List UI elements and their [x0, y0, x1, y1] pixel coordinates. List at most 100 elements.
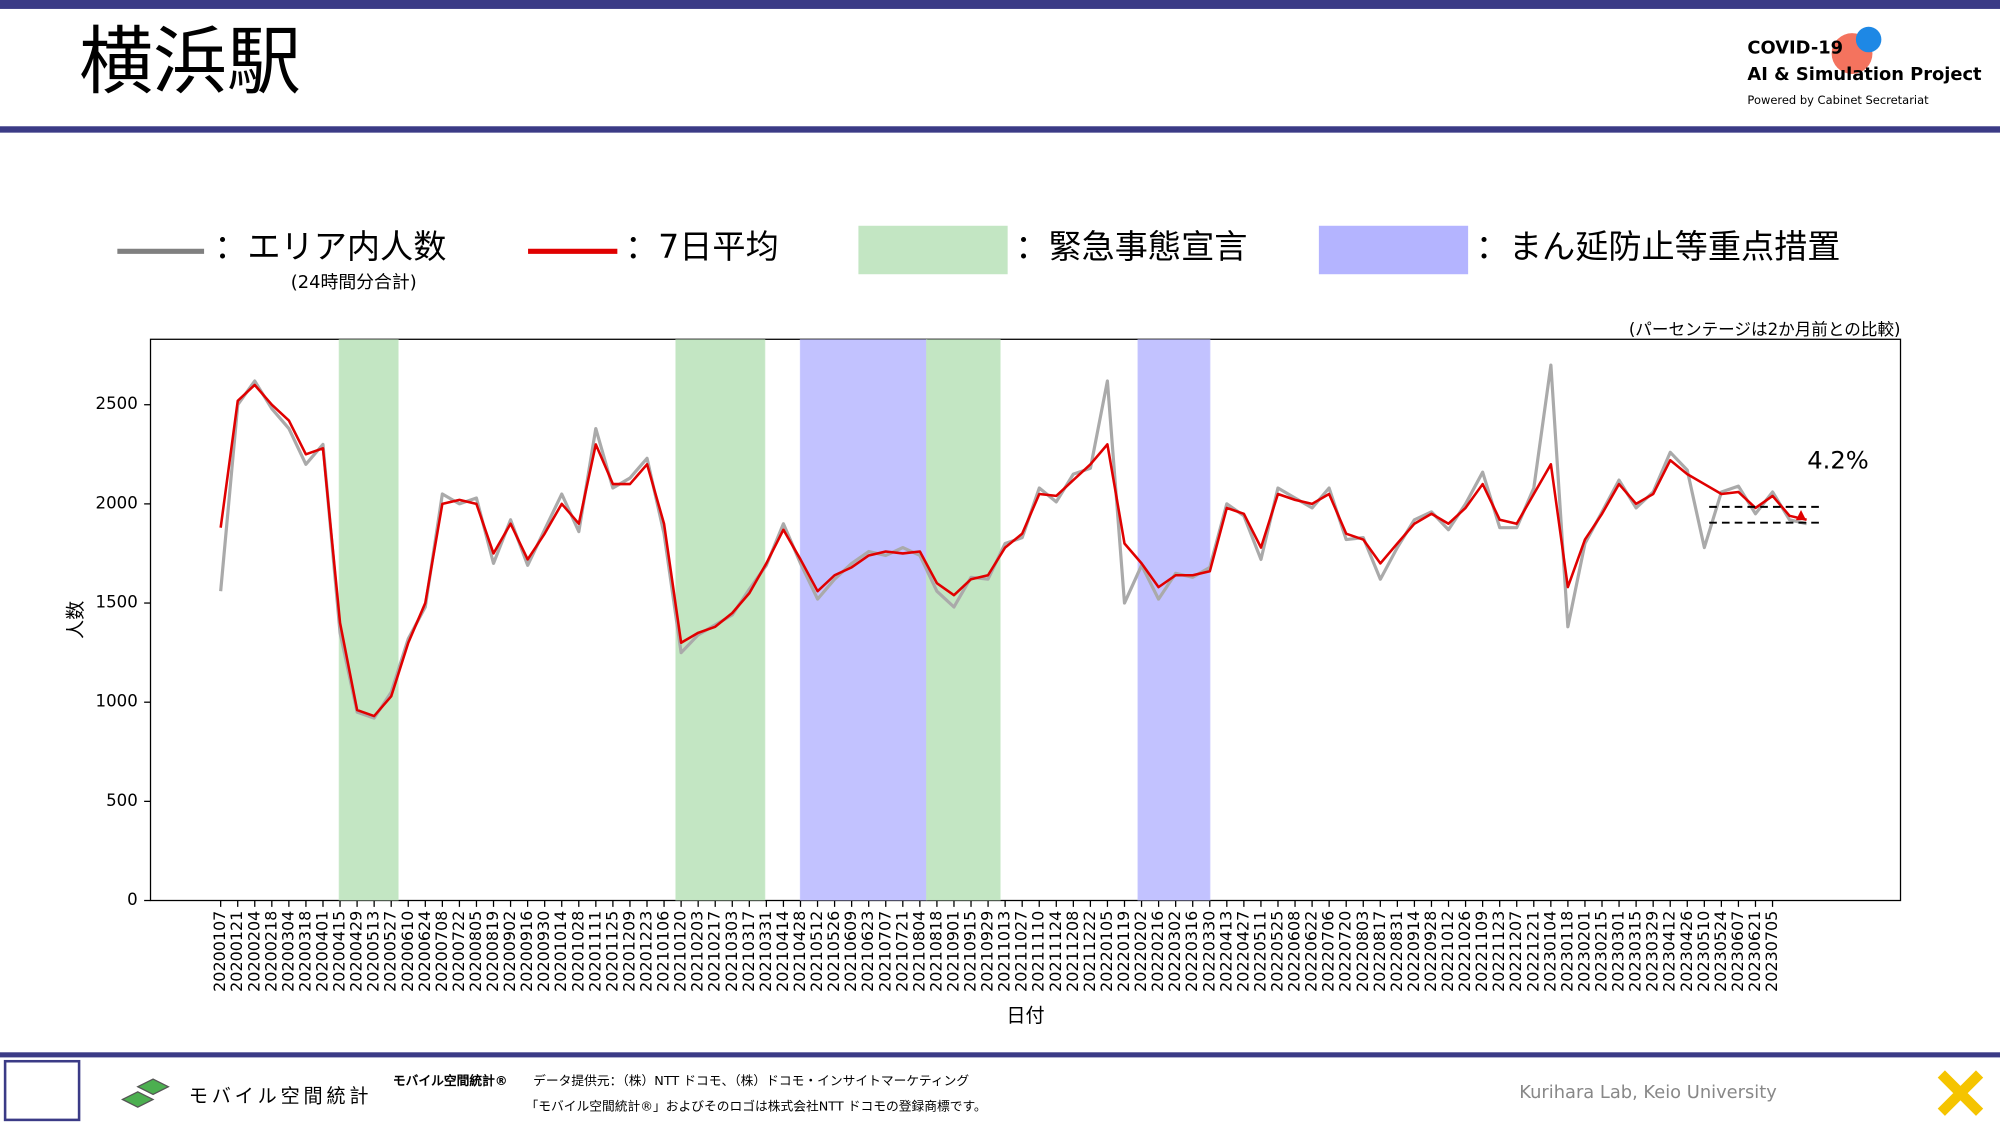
x-tick-label: 20220202 — [1131, 911, 1150, 992]
x-tick-label: 20200401 — [312, 911, 331, 992]
x-tick-label: 20210818 — [926, 911, 945, 992]
legend-label: ：エリア内人数 — [214, 227, 446, 266]
x-tick-label: 20221221 — [1523, 911, 1542, 992]
x-tick-label: 20221123 — [1489, 911, 1508, 992]
annotation: 4.2% — [1807, 447, 1869, 475]
legend-sub: (24時間分合計) — [291, 272, 417, 293]
x-tick-label: 20200304 — [278, 911, 297, 992]
x-tick-label: 20201028 — [568, 911, 587, 992]
x-tick-label: 20200429 — [347, 911, 366, 992]
x-tick-label: 20230315 — [1626, 911, 1645, 992]
x-tick-label: 20220622 — [1302, 911, 1321, 992]
x-tick-label: 20200513 — [364, 911, 383, 992]
x-tick-label: 20200318 — [295, 911, 314, 992]
x-tick-label: 20201111 — [585, 911, 604, 992]
y-axis-label: 人数 — [64, 601, 87, 639]
x-tick-label: 20210331 — [756, 911, 775, 992]
x-tick-label: 20220511 — [1250, 911, 1269, 992]
x-tick-label: 20200107 — [210, 911, 229, 992]
x-tick-label: 20210217 — [705, 911, 724, 992]
x-tick-label: 20210721 — [892, 911, 911, 992]
x-tick-label: 20230301 — [1609, 911, 1628, 992]
x-tick-label: 20211208 — [1063, 911, 1082, 992]
x-tick-label: 20200121 — [227, 911, 246, 992]
x-tick-label: 20230118 — [1557, 911, 1576, 992]
page-title: 横浜駅 — [79, 19, 301, 105]
footer-brand: モバイル空間統計® — [393, 1073, 508, 1089]
footer-mark — [1937, 1070, 1984, 1116]
x-tick-label: 20210414 — [773, 911, 792, 992]
x-tick-label: 20230524 — [1711, 911, 1730, 992]
x-tick-label: 20220525 — [1267, 911, 1286, 992]
x-tick-label: 20220914 — [1404, 911, 1423, 992]
x-tick-label: 20230705 — [1762, 911, 1781, 992]
x-tick-label: 20201014 — [551, 911, 570, 992]
declaration-span — [926, 339, 1001, 901]
logo-text: COVID-19 — [1747, 37, 1843, 58]
x-tick-label: 20200204 — [244, 911, 263, 992]
footer-credit: Kurihara Lab, Keio University — [1519, 1082, 1777, 1103]
x-tick-label: 20200902 — [500, 911, 519, 992]
footer-logo — [3, 1059, 81, 1122]
x-tick-label: 20210929 — [978, 911, 997, 992]
top-bar — [0, 0, 2000, 9]
x-tick-label: 20230329 — [1643, 911, 1662, 992]
x-tick-label: 20210512 — [807, 911, 826, 992]
x-tick-label: 20220720 — [1336, 911, 1355, 992]
x-tick-label: 20210526 — [824, 911, 843, 992]
x-tick-label: 20200218 — [261, 911, 280, 992]
x-tick-label: 20220330 — [1199, 911, 1218, 992]
x-tick-label: 20220119 — [1114, 911, 1133, 992]
x-tick-label: 20211013 — [995, 911, 1014, 992]
x-tick-label: 20210901 — [943, 911, 962, 992]
x-tick-label: 20221026 — [1455, 911, 1474, 992]
x-tick-label: 20220316 — [1182, 911, 1201, 992]
x-tick-label: 20230215 — [1592, 911, 1611, 992]
x-tick-label: 20230621 — [1745, 911, 1764, 992]
x-tick-label: 20210317 — [739, 911, 758, 992]
x-tick-label: 20200819 — [483, 911, 502, 992]
x-tick-label: 20220413 — [1216, 911, 1235, 992]
x-tick-label: 20211124 — [1046, 911, 1065, 992]
x-tick-label: 20200708 — [432, 911, 451, 992]
y-tick-label: 500 — [106, 791, 138, 810]
legend-swatch — [1318, 225, 1469, 275]
y-tick-label: 2500 — [96, 394, 138, 413]
x-tick-label: 20211222 — [1080, 911, 1099, 992]
x-tick-label: 20200415 — [330, 911, 349, 992]
x-tick-label: 20230104 — [1540, 911, 1559, 992]
y-tick-label: 1500 — [96, 593, 138, 612]
legend-swatch — [858, 225, 1008, 275]
x-tick-label: 20220105 — [1097, 911, 1116, 992]
logo-dot — [1855, 26, 1882, 53]
y-tick-label: 2000 — [96, 493, 138, 512]
footer-trademark: 「モバイル空間統計®」およびそのロゴは株式会社NTT ドコモの登録商標です。 — [526, 1099, 987, 1115]
x-tick-label: 20220928 — [1421, 911, 1440, 992]
x-tick-label: 20210203 — [688, 911, 707, 992]
x-tick-label: 20210707 — [875, 911, 894, 992]
x-tick-label: 20200805 — [466, 911, 485, 992]
x-tick-label: 20210623 — [858, 911, 877, 992]
x-tick-label: 20221109 — [1472, 911, 1491, 992]
x-tick-label: 20220817 — [1370, 911, 1389, 992]
note: (パーセンテージは2か月前との比較) — [1629, 320, 1901, 339]
x-tick-label: 20200527 — [381, 911, 400, 992]
x-tick-label: 20200916 — [517, 911, 536, 992]
footer-logo-text: モバイル空間統計 — [189, 1084, 373, 1107]
x-tick-label: 20200722 — [449, 911, 468, 992]
x-tick-label: 20210428 — [790, 911, 809, 992]
x-tick-label: 20230412 — [1660, 911, 1679, 992]
x-tick-label: 20221012 — [1438, 911, 1457, 992]
legend-label: ：緊急事態宣言 — [1015, 227, 1247, 266]
x-tick-label: 20210609 — [841, 911, 860, 992]
x-tick-label: 20230426 — [1677, 911, 1696, 992]
x-tick-label: 20230510 — [1694, 911, 1713, 992]
x-tick-label: 20210106 — [654, 911, 673, 992]
x-tick-label: 20220831 — [1387, 911, 1406, 992]
declaration-span — [1137, 339, 1211, 901]
x-axis-label: 日付 — [1006, 1004, 1044, 1027]
x-tick-label: 20221207 — [1506, 911, 1525, 992]
legend-label: ：まん延防止等重点措置 — [1476, 227, 1841, 266]
x-tick-label: 20200930 — [534, 911, 553, 992]
